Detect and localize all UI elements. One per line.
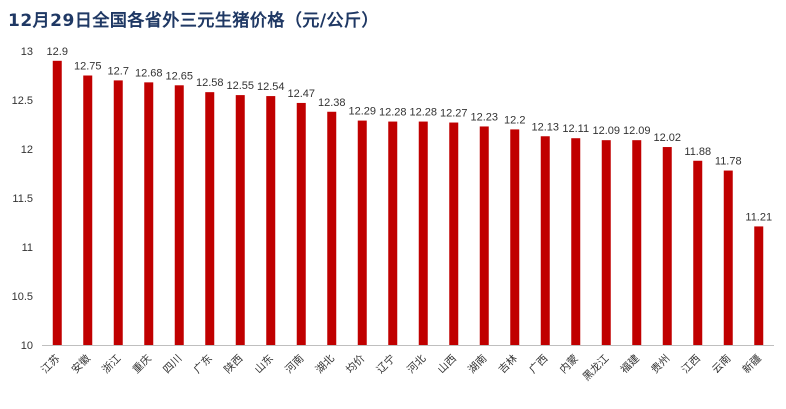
bar: [52, 60, 62, 346]
category-label: 山东: [252, 352, 276, 376]
bar: [144, 82, 154, 346]
category-label: 均价: [344, 352, 368, 376]
data-label: 12.65: [165, 70, 193, 82]
data-label: 12.2: [504, 114, 525, 126]
data-label: 12.11: [562, 123, 589, 135]
data-label: 12.75: [74, 61, 102, 73]
data-label: 12.13: [531, 121, 559, 133]
data-label: 11.21: [745, 211, 772, 223]
category-label: 江苏: [38, 352, 62, 376]
bar: [479, 126, 489, 346]
bar: [205, 92, 215, 345]
bar: [449, 122, 459, 345]
bar: [357, 120, 367, 345]
data-label: 12.7: [108, 65, 129, 77]
bar: [418, 121, 428, 345]
data-label: 12.68: [135, 67, 163, 79]
chart-title: 12月29日全国各省外三元生猪价格（元/公斤）: [8, 11, 380, 31]
data-label: 12.38: [318, 97, 346, 109]
category-label: 安徽: [69, 352, 93, 376]
bar: [662, 147, 672, 345]
bar: [296, 102, 306, 345]
category-label: 黑龙江: [580, 352, 612, 384]
category-label: 山西: [436, 353, 459, 376]
category-label: 新疆: [740, 352, 764, 376]
data-label: 12.58: [196, 77, 224, 89]
bar: [388, 121, 398, 345]
data-label: 12.27: [440, 108, 468, 120]
category-label: 河南: [282, 352, 306, 376]
category-label: 陕西: [221, 352, 245, 376]
category-label: 辽宁: [374, 352, 398, 376]
bar: [601, 140, 611, 345]
data-label: 12.55: [226, 80, 254, 92]
category-label: 四川: [161, 353, 184, 376]
category-label: 浙江: [100, 352, 124, 376]
y-tick-label: 10: [21, 340, 33, 352]
category-label: 湖南: [465, 352, 489, 376]
bar: [510, 129, 520, 345]
bar: [235, 95, 245, 345]
y-tick-label: 11: [22, 242, 33, 254]
data-label: 12.28: [409, 107, 437, 119]
data-label: 12.47: [287, 88, 315, 100]
bar: [723, 170, 733, 345]
data-label: 12.09: [592, 125, 620, 137]
bar: [266, 96, 276, 345]
category-label: 贵州: [648, 352, 672, 376]
category-label: 江西: [680, 353, 703, 376]
y-tick-label: 12: [21, 144, 33, 156]
data-label: 12.02: [653, 132, 681, 144]
category-label: 广西: [527, 353, 550, 376]
category-label: 重庆: [130, 352, 154, 376]
data-label: 12.09: [623, 125, 651, 137]
bar: [113, 80, 123, 346]
data-label: 12.29: [348, 106, 376, 118]
category-label: 吉林: [496, 352, 520, 376]
category-label: 湖北: [314, 352, 338, 376]
y-tick-label: 12.5: [12, 95, 33, 107]
category-label: 广东: [191, 352, 215, 376]
data-label: 12.23: [470, 111, 498, 123]
data-label: 12.54: [257, 81, 285, 93]
data-label: 12.28: [379, 107, 407, 119]
bar: [571, 138, 581, 345]
data-label: 11.88: [684, 146, 711, 158]
data-label: 12.9: [47, 46, 68, 58]
y-tick-label: 13: [21, 46, 33, 58]
bar: [83, 75, 93, 345]
category-label: 河北: [405, 352, 429, 376]
category-label: 内蒙: [557, 352, 581, 376]
bar: [540, 136, 550, 345]
y-tick-label: 10.5: [12, 291, 33, 303]
y-tick-label: 11.5: [12, 193, 33, 205]
bar: [327, 111, 337, 345]
data-label: 11.78: [715, 156, 742, 168]
bar: [693, 160, 703, 345]
category-label: 云南: [709, 352, 733, 376]
bar: [632, 140, 642, 345]
bar: [754, 226, 764, 345]
category-label: 福建: [618, 352, 642, 376]
bar: [174, 85, 184, 346]
